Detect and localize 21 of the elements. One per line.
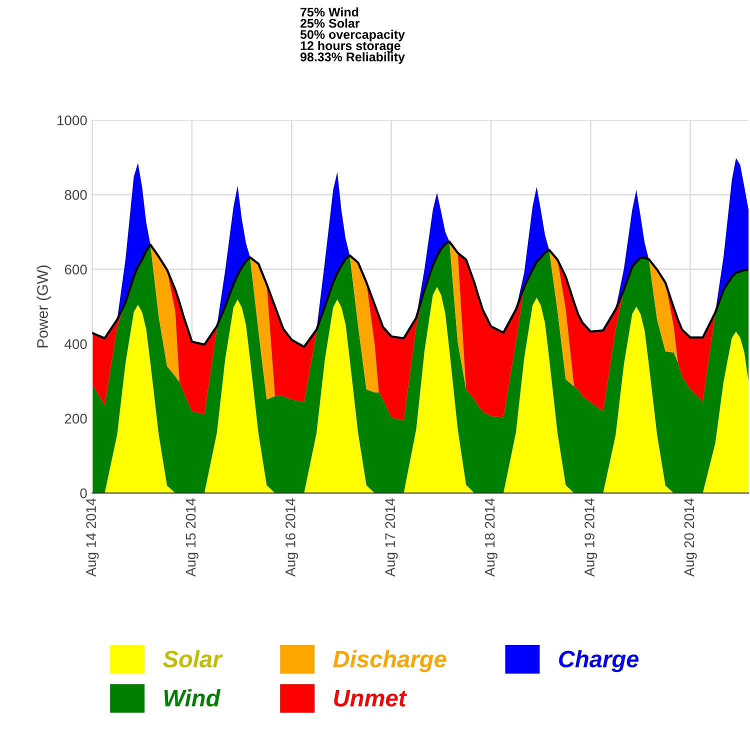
legend-label: Wind <box>164 689 221 707</box>
legend-label: Charge <box>559 650 639 672</box>
x-tick-label: Aug 19 2014 <box>584 498 598 577</box>
legend-label: Solar <box>163 650 223 668</box>
chart-title: 75% Wind 25% Solar 50% overcapacity 12 hours storage 98.33% Reliability <box>300 7 405 64</box>
x-tick-label: Aug 20 2014 <box>684 498 697 577</box>
legend-label: Unmet <box>334 690 408 707</box>
x-tick-label: Aug 18 2014 <box>484 498 498 577</box>
y-tick-label: 0 <box>80 488 87 498</box>
y-tick-label: 600 <box>64 264 87 274</box>
y-tick-label: 800 <box>64 190 87 200</box>
x-tick-label: Aug 14 2014 <box>86 498 99 577</box>
y-tick-label: 400 <box>64 339 87 350</box>
x-tick-label: Aug 15 2014 <box>186 498 198 577</box>
line-series <box>92 240 748 348</box>
y-tick-label: 200 <box>64 414 87 424</box>
x-tick-label: Aug 17 2014 <box>385 498 398 577</box>
legend-label: Discharge <box>333 650 446 672</box>
x-tick-label: Aug 16 2014 <box>286 498 298 577</box>
y-tick-label: 1000 <box>58 115 87 126</box>
y-axis-title: Power (GW) <box>36 266 51 348</box>
